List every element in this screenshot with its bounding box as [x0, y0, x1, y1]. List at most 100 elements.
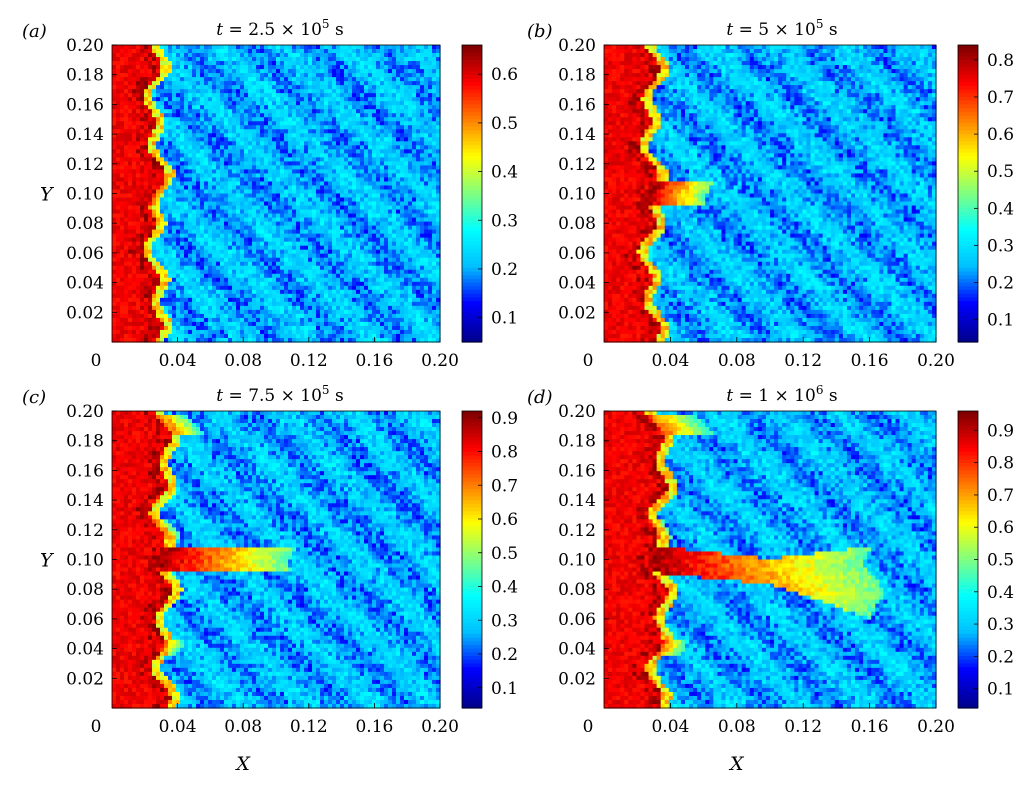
colorbar-tick-label: 0.2 [491, 645, 518, 665]
x-tick-label: 0 [583, 351, 594, 371]
x-tick-label: 0.20 [421, 717, 459, 737]
panel-label: (d) [527, 387, 553, 408]
y-tick-label: 0.16 [558, 95, 596, 115]
colorbar-tick-label: 0.6 [491, 510, 518, 530]
y-tick-label: 0.10 [66, 551, 104, 571]
y-tick-label: 0.02 [66, 303, 104, 323]
panel-a: 0.020.040.060.080.100.120.140.160.180.20… [22, 17, 518, 371]
x-tick-label: 0.04 [159, 717, 197, 737]
y-tick-label: 0.04 [66, 640, 104, 660]
colorbar-tick-label: 0.8 [987, 454, 1014, 474]
y-tick-label: 0.20 [66, 36, 104, 56]
colorbar-tick-label: 0.9 [491, 409, 518, 429]
panel-title: t = 7.5 × 105 s [216, 383, 343, 406]
y-tick-label: 0.16 [66, 95, 104, 115]
colorbar-tick-label: 0.4 [491, 578, 518, 598]
colorbar-tick-label: 0.2 [987, 274, 1014, 294]
y-tick-label: 0.08 [66, 580, 104, 600]
colorbar-tick-label: 0.8 [491, 443, 518, 463]
colorbar-tick-label: 0.5 [987, 162, 1014, 182]
panel-b: 0.020.040.060.080.100.120.140.160.180.20… [527, 17, 1014, 371]
y-tick-label: 0.12 [66, 155, 104, 175]
colorbar: 0.1 0.2 0.3 0.4 0.5 0.6 0.7 0.8 0.9 [461, 409, 518, 709]
y-tick-label: 0.12 [558, 155, 596, 175]
colorbar-tick-label: 0.4 [491, 163, 518, 183]
y-tick-label: 0.14 [66, 491, 104, 511]
y-tick-label: 0.16 [66, 461, 104, 481]
colorbar-tick-label: 0.7 [987, 486, 1014, 506]
y-tick-label: 0.10 [66, 185, 104, 205]
x-tick-label: 0 [91, 351, 102, 371]
y-tick-label: 0.18 [558, 432, 596, 452]
colorbar-tick-label: 0.2 [491, 260, 518, 280]
colorbar: 0.1 0.2 0.3 0.4 0.5 0.6 [461, 44, 518, 343]
x-tick-label: 0.04 [651, 351, 689, 371]
panel-title: t = 5 × 105 s [726, 17, 837, 40]
y-tick-label: 0.08 [66, 214, 104, 234]
panel-label: (b) [527, 21, 553, 42]
panel-label: (c) [22, 387, 46, 408]
y-tick-label: 0.18 [66, 66, 104, 86]
x-tick-label: 0.20 [917, 717, 955, 737]
y-tick-label: 0.02 [558, 303, 596, 323]
panel-title: t = 2.5 × 105 s [216, 17, 343, 40]
colorbar-tick-label: 0.5 [987, 551, 1014, 571]
y-tick-label: 0.18 [558, 66, 596, 86]
panel-d: 0.020.040.060.080.100.120.140.160.180.20… [527, 383, 1014, 775]
y-tick-label: 0.06 [66, 610, 104, 630]
y-tick-label: 0.10 [558, 185, 596, 205]
y-tick-label: 0.20 [558, 402, 596, 422]
x-tick-label: 0.16 [355, 351, 393, 371]
x-tick-label: 0.12 [784, 717, 822, 737]
x-axis-label: X [234, 753, 251, 775]
y-tick-label: 0.12 [558, 521, 596, 541]
x-tick-label: 0.16 [851, 717, 889, 737]
colorbar-tick-label: 0.1 [987, 680, 1014, 700]
colorbar-tick-label: 0.1 [491, 309, 518, 329]
colorbar-tick-label: 0.5 [491, 114, 518, 134]
y-tick-label: 0.16 [558, 461, 596, 481]
colorbar-tick-label: 0.2 [987, 647, 1014, 667]
y-tick-label: 0.14 [66, 125, 104, 145]
colorbar-tick-label: 0.4 [987, 583, 1014, 603]
x-axis-label: X [728, 753, 745, 775]
y-tick-label: 0.14 [558, 125, 596, 145]
x-tick-label: 0.08 [718, 717, 756, 737]
colorbar-tick-label: 0.3 [491, 211, 518, 231]
heatmap-field [604, 45, 937, 343]
x-tick-label: 0.16 [355, 717, 393, 737]
x-tick-label: 0.20 [421, 351, 459, 371]
y-tick-label: 0.04 [558, 640, 596, 660]
colorbar-tick-label: 0.1 [491, 679, 518, 699]
y-tick-label: 0.06 [66, 244, 104, 264]
colorbar: 0.1 0.2 0.3 0.4 0.5 0.6 0.7 0.8 0.9 [957, 410, 1014, 709]
y-tick-label: 0.12 [66, 521, 104, 541]
y-tick-label: 0.08 [558, 580, 596, 600]
y-tick-label: 0.20 [558, 36, 596, 56]
panel-label: (a) [22, 21, 47, 42]
y-tick-label: 0.08 [558, 214, 596, 234]
colorbar-tick-label: 0.9 [987, 421, 1014, 441]
colorbar-tick-label: 0.3 [987, 615, 1014, 635]
y-tick-label: 0.02 [66, 669, 104, 689]
x-tick-label: 0.08 [224, 717, 262, 737]
x-tick-label: 0.12 [784, 351, 822, 371]
y-tick-label: 0.04 [558, 274, 596, 294]
colorbar-tick-label: 0.3 [987, 236, 1014, 256]
x-tick-label: 0.04 [159, 351, 197, 371]
x-tick-label: 0.08 [224, 351, 262, 371]
colorbar-tick-label: 0.6 [987, 125, 1014, 145]
colorbar-tick-label: 0.3 [491, 611, 518, 631]
x-tick-label: 0.12 [290, 717, 328, 737]
colorbar-tick-label: 0.7 [987, 88, 1014, 108]
x-tick-label: 0.12 [290, 351, 328, 371]
x-tick-label: 0.04 [651, 717, 689, 737]
y-tick-label: 0.14 [558, 491, 596, 511]
heatmap-field [604, 411, 937, 709]
colorbar-tick-label: 0.6 [987, 518, 1014, 538]
y-tick-label: 0.20 [66, 402, 104, 422]
colorbar-tick-label: 0.5 [491, 544, 518, 564]
y-tick-label: 0.06 [558, 610, 596, 630]
colorbar-tick-label: 0.4 [987, 199, 1014, 219]
